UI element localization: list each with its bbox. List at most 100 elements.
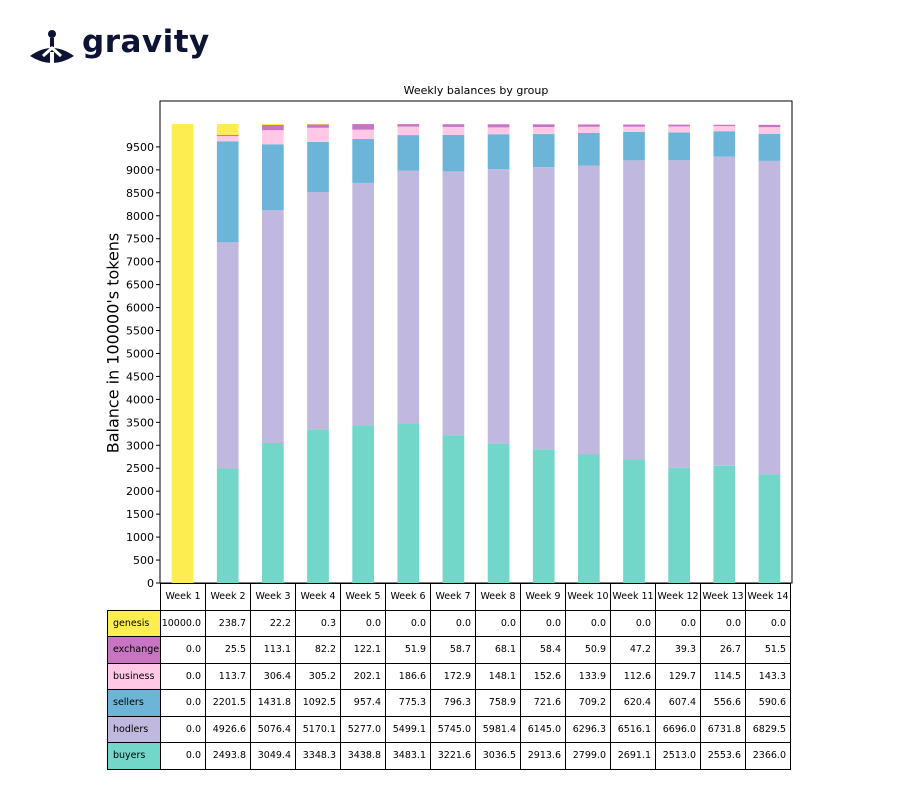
bar-segment-hodlers [216,242,239,469]
table-cell: 5170.1 [295,715,341,743]
bar-segment-sellers [262,144,284,210]
table-cell: 5499.1 [385,715,431,743]
row-label-genesis: genesis [107,609,161,637]
bar-segment-hodlers [262,209,284,444]
column-header: Week 8 [475,583,521,611]
column-header: Week 2 [205,583,251,611]
bar-segment-sellers [487,134,510,170]
table-cell: 5981.4 [475,715,521,743]
bar-segment-genesis [307,124,329,125]
bar-segment-sellers [713,131,736,157]
y-tick-label: 4500 [126,370,154,383]
column-header: Week 5 [340,583,386,611]
gravity-logo-icon [30,30,74,64]
bar-segment-exchange [262,125,284,131]
bar-segment-genesis [171,123,194,583]
table-row-sellers: sellers 0.0 2201.5 1431.8 1092.5 957.4 775.3 79… [107,689,791,717]
table-cell: 0.0 [475,609,521,637]
row-label-hodlers: hodlers [107,715,161,743]
table-cell: 6696.0 [655,715,701,743]
y-tick-label: 1000 [126,531,154,544]
column-header: Week 6 [385,583,431,611]
column-header: Week 14 [745,583,791,611]
y-tick-label: 9500 [126,141,154,154]
stacked-bar-plot: 0 500 1000 1500 2000 2500 3000 3500 4000 4500 5000… [126,100,793,590]
bar-segment-exchange [487,124,510,128]
row-label-sellers: sellers [107,689,161,717]
plot-frame [159,100,793,584]
row-label-business: business [107,662,161,690]
table-cell: 148.1 [475,662,521,690]
bar-segment-hodlers [442,171,465,436]
table-cell: 0.0 [160,636,206,664]
table-cell: 3438.8 [340,742,386,770]
bar-segment-exchange [442,124,465,127]
table-cell: 25.5 [205,636,251,664]
table-cell: 0.0 [655,609,701,637]
bar-segment-business [668,126,690,133]
table-row-buyers: buyers 0.0 2493.8 3049.4 3348.3 3438.8 3483.1 3… [107,742,791,770]
gravity-logo-text: gravity [82,24,210,60]
column-header: Week 1 [160,583,206,611]
bar-segment-business [216,136,239,142]
y-tick-label: 2000 [126,485,154,498]
bar-segment-sellers [532,134,555,168]
bar-segment-exchange [532,124,555,128]
table-cell: 3348.3 [295,742,341,770]
table-cell: 3483.1 [385,742,431,770]
table-cell: 26.7 [700,636,746,664]
bar-segment-buyers [262,443,284,583]
table-cell: 39.3 [655,636,701,664]
table-cell: 2513.0 [655,742,701,770]
y-tick-label: 500 [133,554,154,567]
bar-segment-hodlers [623,160,645,460]
bar-segment-hodlers [578,165,600,455]
table-cell: 172.9 [430,662,476,690]
column-header: Week 12 [655,583,701,611]
row-label-buyers: buyers [107,742,161,770]
table-row-genesis: genesis 10000.0 238.7 22.2 0.3 0.0 0.0 0.0 0.0 0.… [107,609,791,637]
table-row-exchange: exchange 0.0 25.5 113.1 82.2 122.1 51.9 58.7 68.… [107,636,791,664]
bar-segment-business [578,126,600,133]
y-tick-label: 0 [147,577,154,590]
table-cell: 0.0 [520,609,566,637]
column-header: Week 9 [520,583,566,611]
table-cell: 113.7 [205,662,251,690]
y-tick-label: 8500 [126,187,154,200]
table-cell: 0.0 [160,662,206,690]
table-cell: 6731.8 [700,715,746,743]
table-cell: 113.1 [250,636,296,664]
bar-segment-hodlers [713,156,736,466]
table-cell: 2201.5 [205,689,251,717]
data-table: Week 1 Week 2 Week 3 Week 4 Week 5 Week 6 Week… [107,583,791,770]
column-header: Week 4 [295,583,341,611]
y-tick-label: 9000 [126,164,154,177]
table-cell: 0.3 [295,609,341,637]
column-header: Week 3 [250,583,296,611]
y-tick-label: 6000 [126,302,154,315]
table-cell: 0.0 [160,742,206,770]
bar-segment-hodlers [352,182,374,426]
table-cell: 82.2 [295,636,341,664]
bar-segment-business [262,130,284,145]
bar-segment-sellers [216,141,239,243]
y-tick-label: 3000 [126,439,154,452]
table-cell: 47.2 [610,636,656,664]
table-cell: 186.6 [385,662,431,690]
bar-segment-sellers [623,131,645,161]
bar-segment-exchange [758,124,781,128]
table-cell: 238.7 [205,609,251,637]
y-tick-label: 5000 [126,347,154,360]
table-cell: 5277.0 [340,715,386,743]
y-tick-label: 1500 [126,508,154,521]
table-cell: 2553.6 [700,742,746,770]
table-cell: 6145.0 [520,715,566,743]
table-cell: 143.3 [745,662,791,690]
bar-segment-sellers [397,135,420,171]
bar-segment-buyers [668,467,690,583]
table-cell: 4926.6 [205,715,251,743]
table-cell: 2799.0 [565,742,611,770]
bar-segment-buyers [487,443,510,583]
table-cell: 0.0 [745,609,791,637]
y-tick-label: 4000 [126,393,154,406]
